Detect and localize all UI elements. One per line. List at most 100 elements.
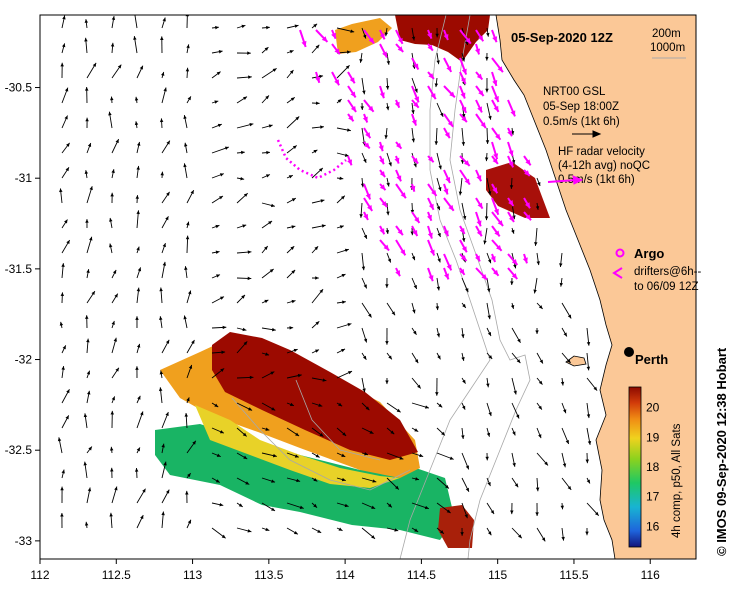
x-tick-label: 113 <box>183 568 202 582</box>
radar-arrow <box>379 197 388 208</box>
radar-arrow <box>379 225 386 235</box>
model-arrow <box>386 352 393 360</box>
radar-arrow <box>491 211 504 227</box>
model-arrow <box>486 252 492 264</box>
model-arrow <box>261 68 277 79</box>
model-arrow <box>61 15 66 29</box>
model-arrow <box>61 219 68 229</box>
model-arrow <box>211 274 221 279</box>
model-arrow <box>510 277 514 286</box>
model-arrow <box>286 299 296 304</box>
model-arrow <box>510 302 515 310</box>
model-arrow <box>336 98 342 104</box>
model-arrow <box>311 245 319 254</box>
radar-arrow <box>395 29 404 45</box>
model-arrow <box>183 114 188 129</box>
sst-patch-mid-red <box>212 332 418 460</box>
model-arrow <box>483 227 488 245</box>
radar-arrow <box>475 71 484 81</box>
model-arrow <box>535 477 540 492</box>
model-arrow <box>336 248 349 254</box>
model-arrow <box>486 277 491 293</box>
model-arrow <box>361 152 367 164</box>
model-arrow <box>261 327 276 332</box>
model-arrow <box>385 277 389 288</box>
model-arrow <box>160 171 164 179</box>
sst-patch-mid-yellow <box>195 405 400 488</box>
model-arrow <box>386 477 400 490</box>
model-arrow <box>159 370 164 379</box>
model-arrow <box>108 111 113 129</box>
radar-arrow <box>475 211 482 227</box>
model-arrow <box>461 427 465 440</box>
radar-arrow <box>363 29 375 45</box>
model-arrow <box>211 50 223 54</box>
model-arrow <box>411 127 416 143</box>
model-legend-line2: 05-Sep 18:00Z <box>543 101 619 113</box>
radar-arrow <box>475 99 483 113</box>
model-arrow <box>57 437 63 454</box>
model-arrow <box>486 527 492 536</box>
model-arrow <box>261 46 269 54</box>
sst-patch-south-green <box>155 424 455 540</box>
model-arrow <box>336 64 350 79</box>
model-arrow <box>286 225 296 229</box>
model-arrow <box>461 502 468 519</box>
radar-arrow <box>315 71 321 84</box>
model-arrow <box>336 300 346 304</box>
radar-arrow <box>427 43 434 52</box>
model-arrow <box>111 138 120 154</box>
model-arrow <box>359 202 363 218</box>
model-arrow <box>386 202 390 216</box>
model-arrow <box>311 101 320 105</box>
model-arrow <box>486 477 491 487</box>
model-arrow <box>461 477 470 493</box>
radar-arrow <box>443 29 449 41</box>
model-arrow <box>561 477 572 491</box>
radar-velocity-arrows <box>299 29 532 282</box>
radar-arrow <box>378 141 384 152</box>
radar-arrow <box>395 225 404 236</box>
model-arrow <box>384 27 389 37</box>
model-arrow <box>311 276 319 280</box>
radar-arrow <box>299 29 307 48</box>
model-arrow <box>184 142 188 154</box>
radar-legend-line3: 0.5m/s (1kt 6h) <box>558 174 635 186</box>
model-arrow <box>110 192 114 204</box>
model-arrow <box>61 115 68 129</box>
radar-arrow <box>363 197 373 212</box>
model-arrow <box>435 377 439 396</box>
model-arrow <box>536 427 542 439</box>
model-arrow <box>286 502 304 509</box>
model-arrow <box>261 527 270 531</box>
model-arrow <box>86 186 93 204</box>
model-arrow <box>436 477 450 489</box>
model-arrow <box>236 250 252 254</box>
model-arrow <box>211 427 225 434</box>
model-arrow <box>236 123 254 129</box>
radar-arrow <box>395 169 402 182</box>
model-arrow <box>185 235 190 254</box>
radar-arrow <box>491 127 502 141</box>
model-arrow <box>436 102 444 117</box>
radar-arrow <box>443 267 450 280</box>
radar-arrow <box>475 267 488 281</box>
drifters-legend-line1: drifters@6h-- <box>634 266 701 278</box>
radar-arrow <box>523 169 531 177</box>
x-tick-label: 115 <box>488 568 507 582</box>
model-arrow <box>60 512 64 529</box>
radar-arrow <box>491 57 504 73</box>
argo-label: Argo <box>634 246 664 261</box>
model-arrow <box>485 452 489 461</box>
radar-arrow <box>411 99 420 109</box>
model-arrow <box>59 188 63 204</box>
model-arrow <box>60 486 64 504</box>
model-arrow <box>311 349 320 354</box>
model-arrow <box>386 252 392 263</box>
radar-arrow <box>443 183 449 195</box>
model-arrow <box>486 352 493 360</box>
model-arrow <box>61 239 71 254</box>
model-arrow <box>60 292 65 304</box>
radar-arrow <box>363 127 372 139</box>
